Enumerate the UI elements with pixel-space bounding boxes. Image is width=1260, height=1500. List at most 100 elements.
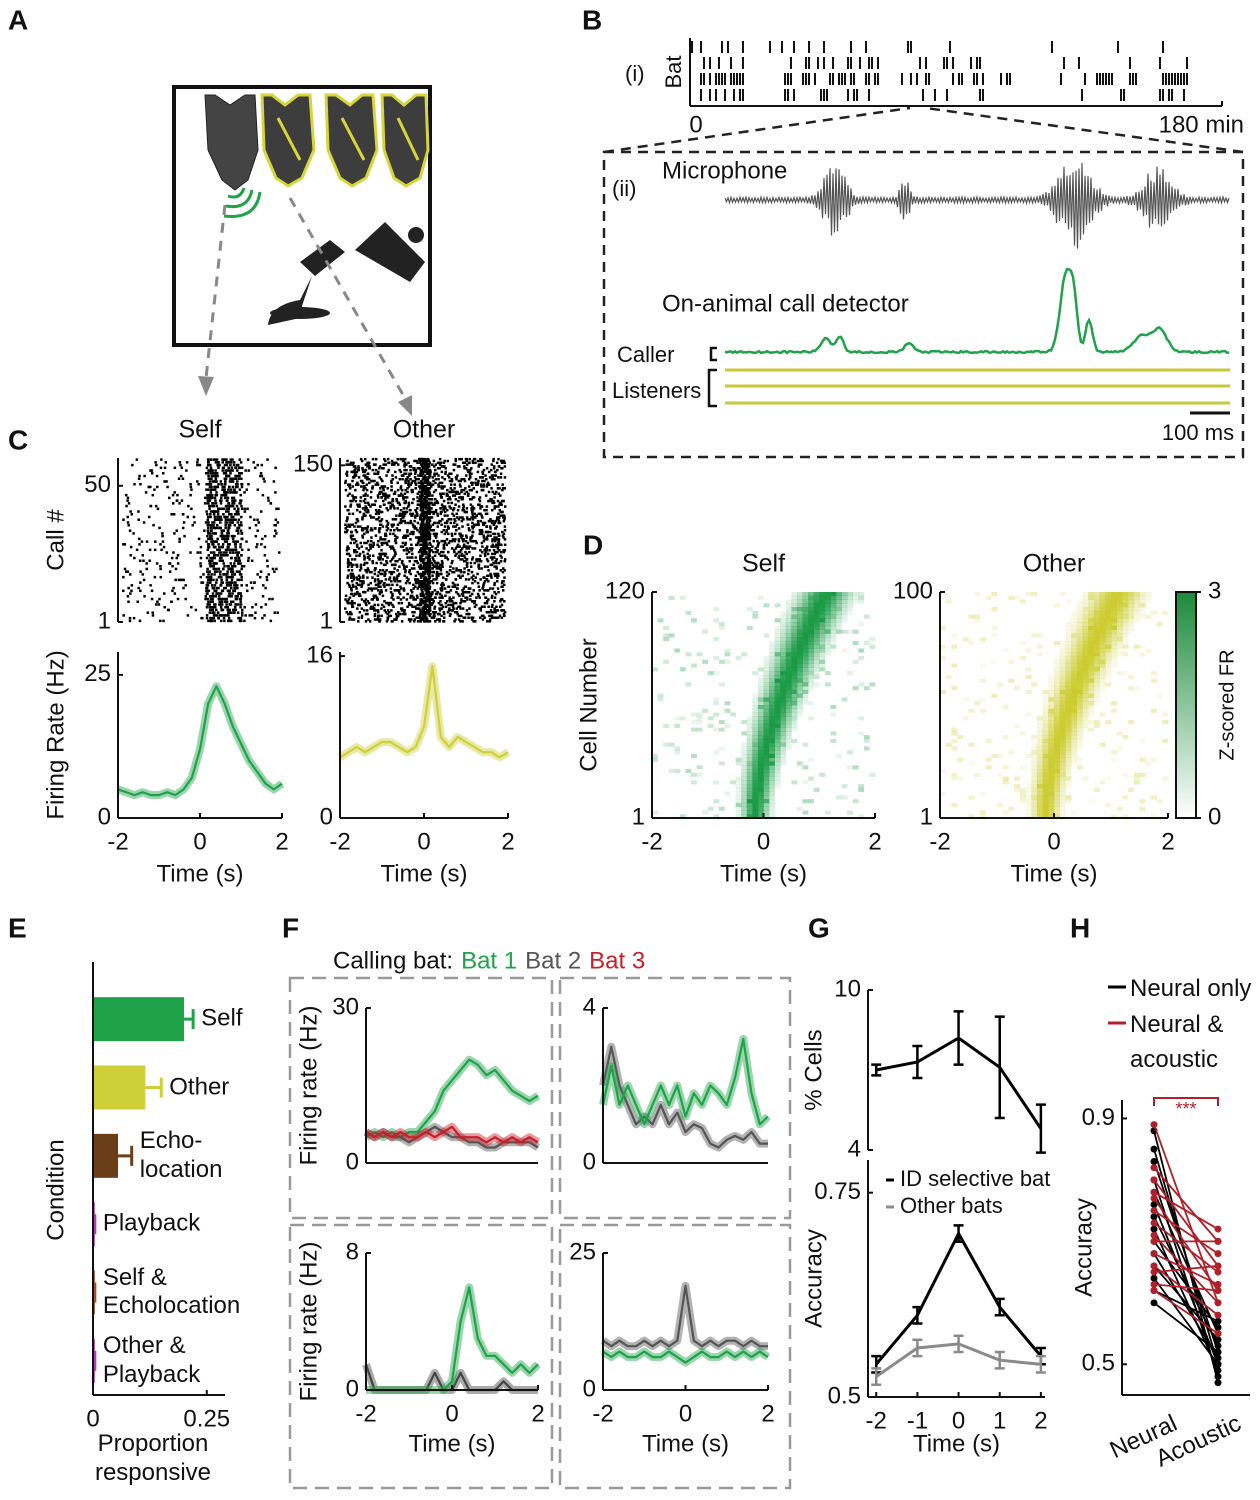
raster-spike: [225, 463, 229, 467]
raster-spike: [396, 481, 400, 485]
raster-spike: [485, 508, 488, 512]
raster-spike: [207, 573, 210, 576]
raster-spike: [203, 496, 207, 500]
raster-spike: [467, 569, 470, 572]
raster-spike: [224, 600, 227, 603]
raster-spike: [389, 587, 393, 590]
raster-spike: [440, 470, 444, 474]
raster-spike: [487, 470, 491, 474]
raster-spike: [483, 589, 486, 592]
raster-spike: [206, 496, 209, 500]
heatmap-cell: [780, 644, 787, 649]
raster-spike: [395, 514, 398, 517]
raster-spike: [357, 603, 360, 607]
raster-spike: [256, 529, 259, 532]
raster-spike: [446, 474, 450, 477]
raster-spike: [354, 472, 357, 475]
raster-spike: [430, 516, 434, 519]
heatmap-cell: [847, 765, 853, 770]
raster-spike: [224, 493, 228, 497]
raster-spike: [373, 479, 376, 483]
raster-spike: [346, 601, 350, 605]
raster-spike: [350, 569, 354, 572]
raster-spike: [207, 619, 210, 623]
raster-spike: [348, 483, 351, 486]
raster-spike: [384, 572, 387, 576]
heatmap-cell: [774, 780, 781, 785]
raster-spike: [437, 485, 440, 488]
x-tick-label: 0: [417, 828, 430, 855]
raster-spike: [434, 620, 437, 623]
raster-spike: [381, 479, 384, 483]
raster-spike: [423, 492, 427, 496]
raster-spike: [243, 619, 246, 623]
raster-spike: [428, 472, 431, 475]
raster-spike: [419, 609, 422, 612]
raster-spike: [215, 592, 218, 595]
heatmap-cell: [780, 708, 787, 713]
raster-spike: [499, 559, 503, 563]
x-tick-label: -2: [641, 828, 662, 855]
heatmap-cell: [752, 716, 759, 721]
raster-spike: [394, 563, 397, 567]
heatmap-cell: [752, 697, 759, 702]
raster-spike: [435, 581, 439, 585]
raster-spike: [487, 610, 491, 614]
raster-spike: [465, 563, 469, 567]
raster-spike: [358, 610, 362, 614]
raster-spike: [479, 457, 482, 461]
raster-spike: [482, 523, 486, 527]
raster-spike: [401, 541, 405, 545]
raster-spike: [440, 607, 444, 610]
heatmap-cell: [841, 784, 848, 789]
raster-spike: [482, 483, 486, 486]
raster-spike: [424, 536, 428, 539]
heatmap-cell: [763, 787, 770, 792]
raster-spike: [366, 461, 369, 465]
raster-spike: [428, 507, 432, 510]
heatmap-cell: [741, 802, 748, 807]
heatmap-cell: [769, 648, 775, 653]
raster-spike: [220, 608, 224, 612]
heatmap-cell: [796, 671, 803, 676]
raster-spike: [485, 589, 488, 592]
raster-spike: [236, 474, 239, 478]
heatmap-cell: [785, 697, 792, 702]
heatmap-cell: [763, 806, 770, 811]
raster-spike: [218, 545, 221, 549]
heatmap-cell: [824, 607, 831, 612]
raster-spike: [444, 594, 447, 598]
heatmap-cell: [757, 791, 764, 796]
raster-spike: [412, 596, 415, 599]
raster-spike: [221, 469, 225, 472]
raster-spike: [208, 559, 211, 562]
raster-spike: [240, 578, 243, 582]
raster-spike: [442, 545, 446, 548]
raster-spike: [418, 459, 421, 463]
heatmap-cell: [702, 659, 709, 664]
raster-spike: [420, 534, 423, 537]
raster-spike: [421, 552, 424, 556]
heatmap-cell: [718, 682, 725, 687]
raster-spike: [426, 538, 429, 541]
raster-spike: [494, 609, 498, 612]
raster-spike: [461, 508, 464, 512]
raster-spike: [420, 523, 423, 527]
raster-spike: [460, 496, 463, 499]
raster-spike: [381, 525, 385, 528]
raster-spike: [240, 564, 244, 568]
raster-spike: [348, 618, 351, 621]
raster-spike: [403, 492, 407, 496]
raster-spike: [477, 567, 481, 570]
raster-spike: [386, 487, 389, 490]
y-tick-label: 0: [98, 803, 111, 830]
raster-spike: [424, 598, 427, 601]
raster-spike: [427, 554, 431, 557]
raster-spike: [455, 512, 459, 516]
raster-spike: [440, 563, 444, 567]
raster-spike: [199, 564, 203, 568]
raster-spike: [348, 616, 352, 619]
raster-spike: [213, 526, 216, 530]
raster-spike: [170, 513, 173, 516]
heatmap-cell: [808, 682, 814, 687]
